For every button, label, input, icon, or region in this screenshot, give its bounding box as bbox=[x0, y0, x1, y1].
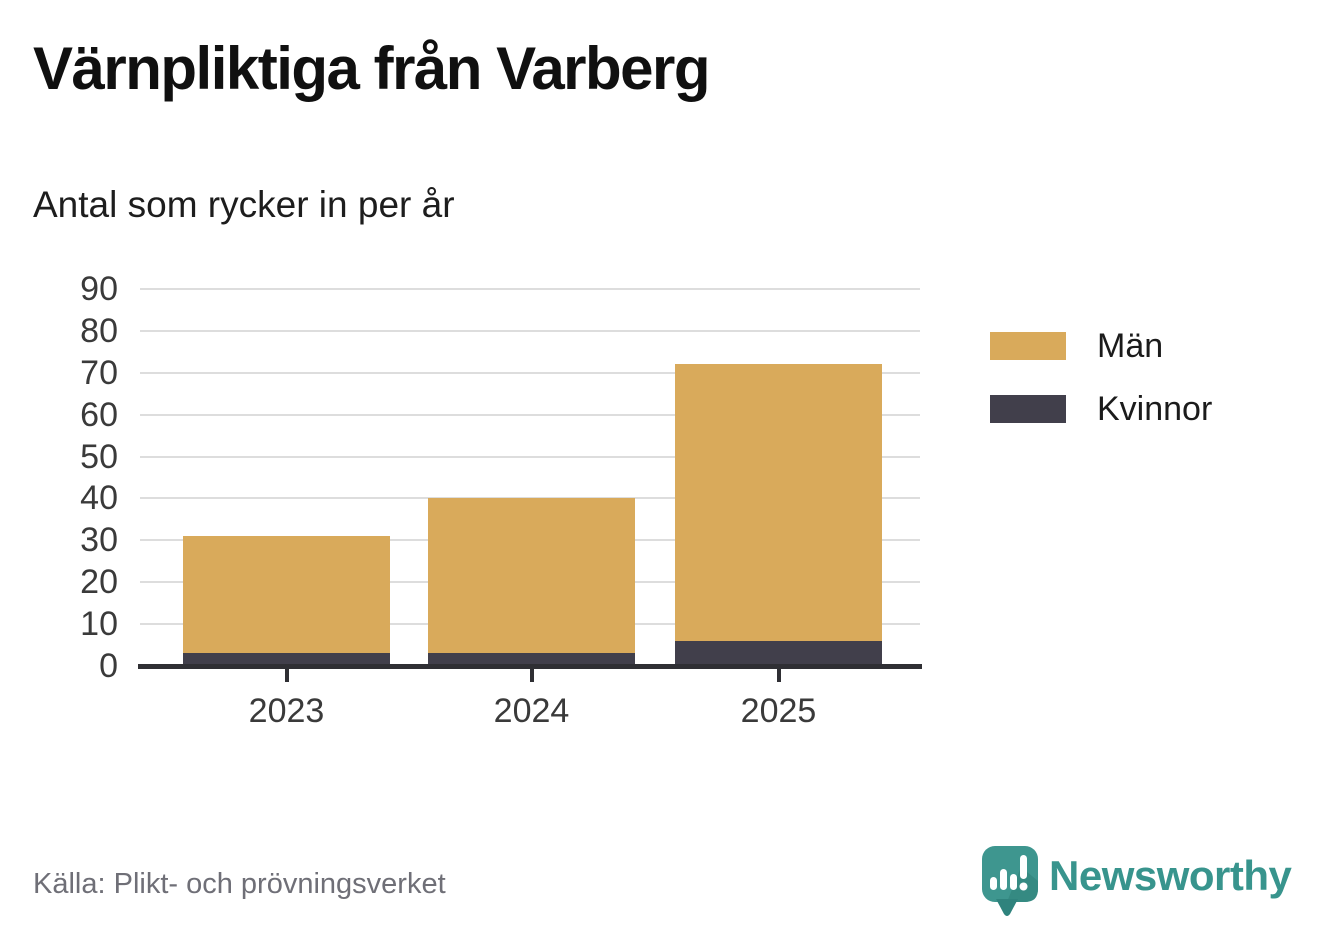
gridline-60 bbox=[140, 413, 920, 416]
y-tick-label: 80 bbox=[80, 311, 118, 350]
bar-segment-män-2024 bbox=[428, 498, 635, 654]
x-tick-label: 2025 bbox=[740, 692, 817, 730]
brand-name: Newsworthy bbox=[1049, 852, 1292, 899]
gridline-90 bbox=[140, 288, 920, 290]
logo-exclamation-bar bbox=[1020, 855, 1027, 879]
page-title: Värnpliktiga från Varberg bbox=[33, 35, 711, 102]
bar-segment-män-2023 bbox=[183, 536, 390, 654]
legend-swatch-kvinnor bbox=[990, 395, 1066, 423]
bar-segment-kvinnor-2025 bbox=[675, 640, 882, 666]
logo-bar-1 bbox=[990, 877, 997, 890]
y-tick-label: 70 bbox=[80, 353, 118, 392]
gridline-70 bbox=[140, 371, 920, 374]
bar-segment-män-2025 bbox=[675, 364, 882, 641]
logo-bar-3 bbox=[1010, 874, 1017, 890]
legend-item-män: Män bbox=[990, 329, 1212, 363]
y-tick-label: 60 bbox=[80, 395, 118, 434]
logo-bubble-tail bbox=[996, 899, 1018, 916]
y-tick-label: 40 bbox=[80, 479, 118, 518]
newsworthy-logo-icon bbox=[982, 846, 1038, 916]
x-axis-tick-2023 bbox=[284, 669, 289, 682]
gridline-50 bbox=[140, 455, 920, 458]
y-tick-label: 90 bbox=[80, 270, 118, 308]
y-tick-label: 30 bbox=[80, 521, 118, 560]
x-tick-label: 2023 bbox=[248, 692, 325, 730]
x-tick-label: 2024 bbox=[493, 692, 570, 730]
bar-segment-kvinnor-2023 bbox=[183, 653, 390, 666]
source-note: Källa: Plikt- och prövningsverket bbox=[33, 868, 446, 900]
legend-item-kvinnor: Kvinnor bbox=[990, 392, 1212, 426]
chart-subtitle: Antal som rycker in per år bbox=[33, 184, 455, 225]
legend-swatch-män bbox=[990, 332, 1066, 360]
x-axis-tick-2025 bbox=[776, 669, 781, 682]
y-tick-label: 20 bbox=[80, 563, 118, 602]
gridline-80 bbox=[140, 329, 920, 332]
y-tick-label: 50 bbox=[80, 437, 118, 476]
x-axis-tick-2024 bbox=[529, 669, 534, 682]
y-tick-label: 0 bbox=[99, 647, 118, 685]
logo-bar-2 bbox=[1000, 869, 1007, 890]
legend-label: Kvinnor bbox=[1097, 390, 1213, 428]
y-tick-label: 10 bbox=[80, 605, 118, 644]
logo-exclamation-dot bbox=[1019, 882, 1028, 891]
bar-segment-kvinnor-2024 bbox=[428, 653, 635, 666]
x-axis-line bbox=[138, 664, 922, 669]
legend-label: Män bbox=[1097, 327, 1164, 365]
chart-legend: Män Kvinnor bbox=[990, 329, 1212, 426]
